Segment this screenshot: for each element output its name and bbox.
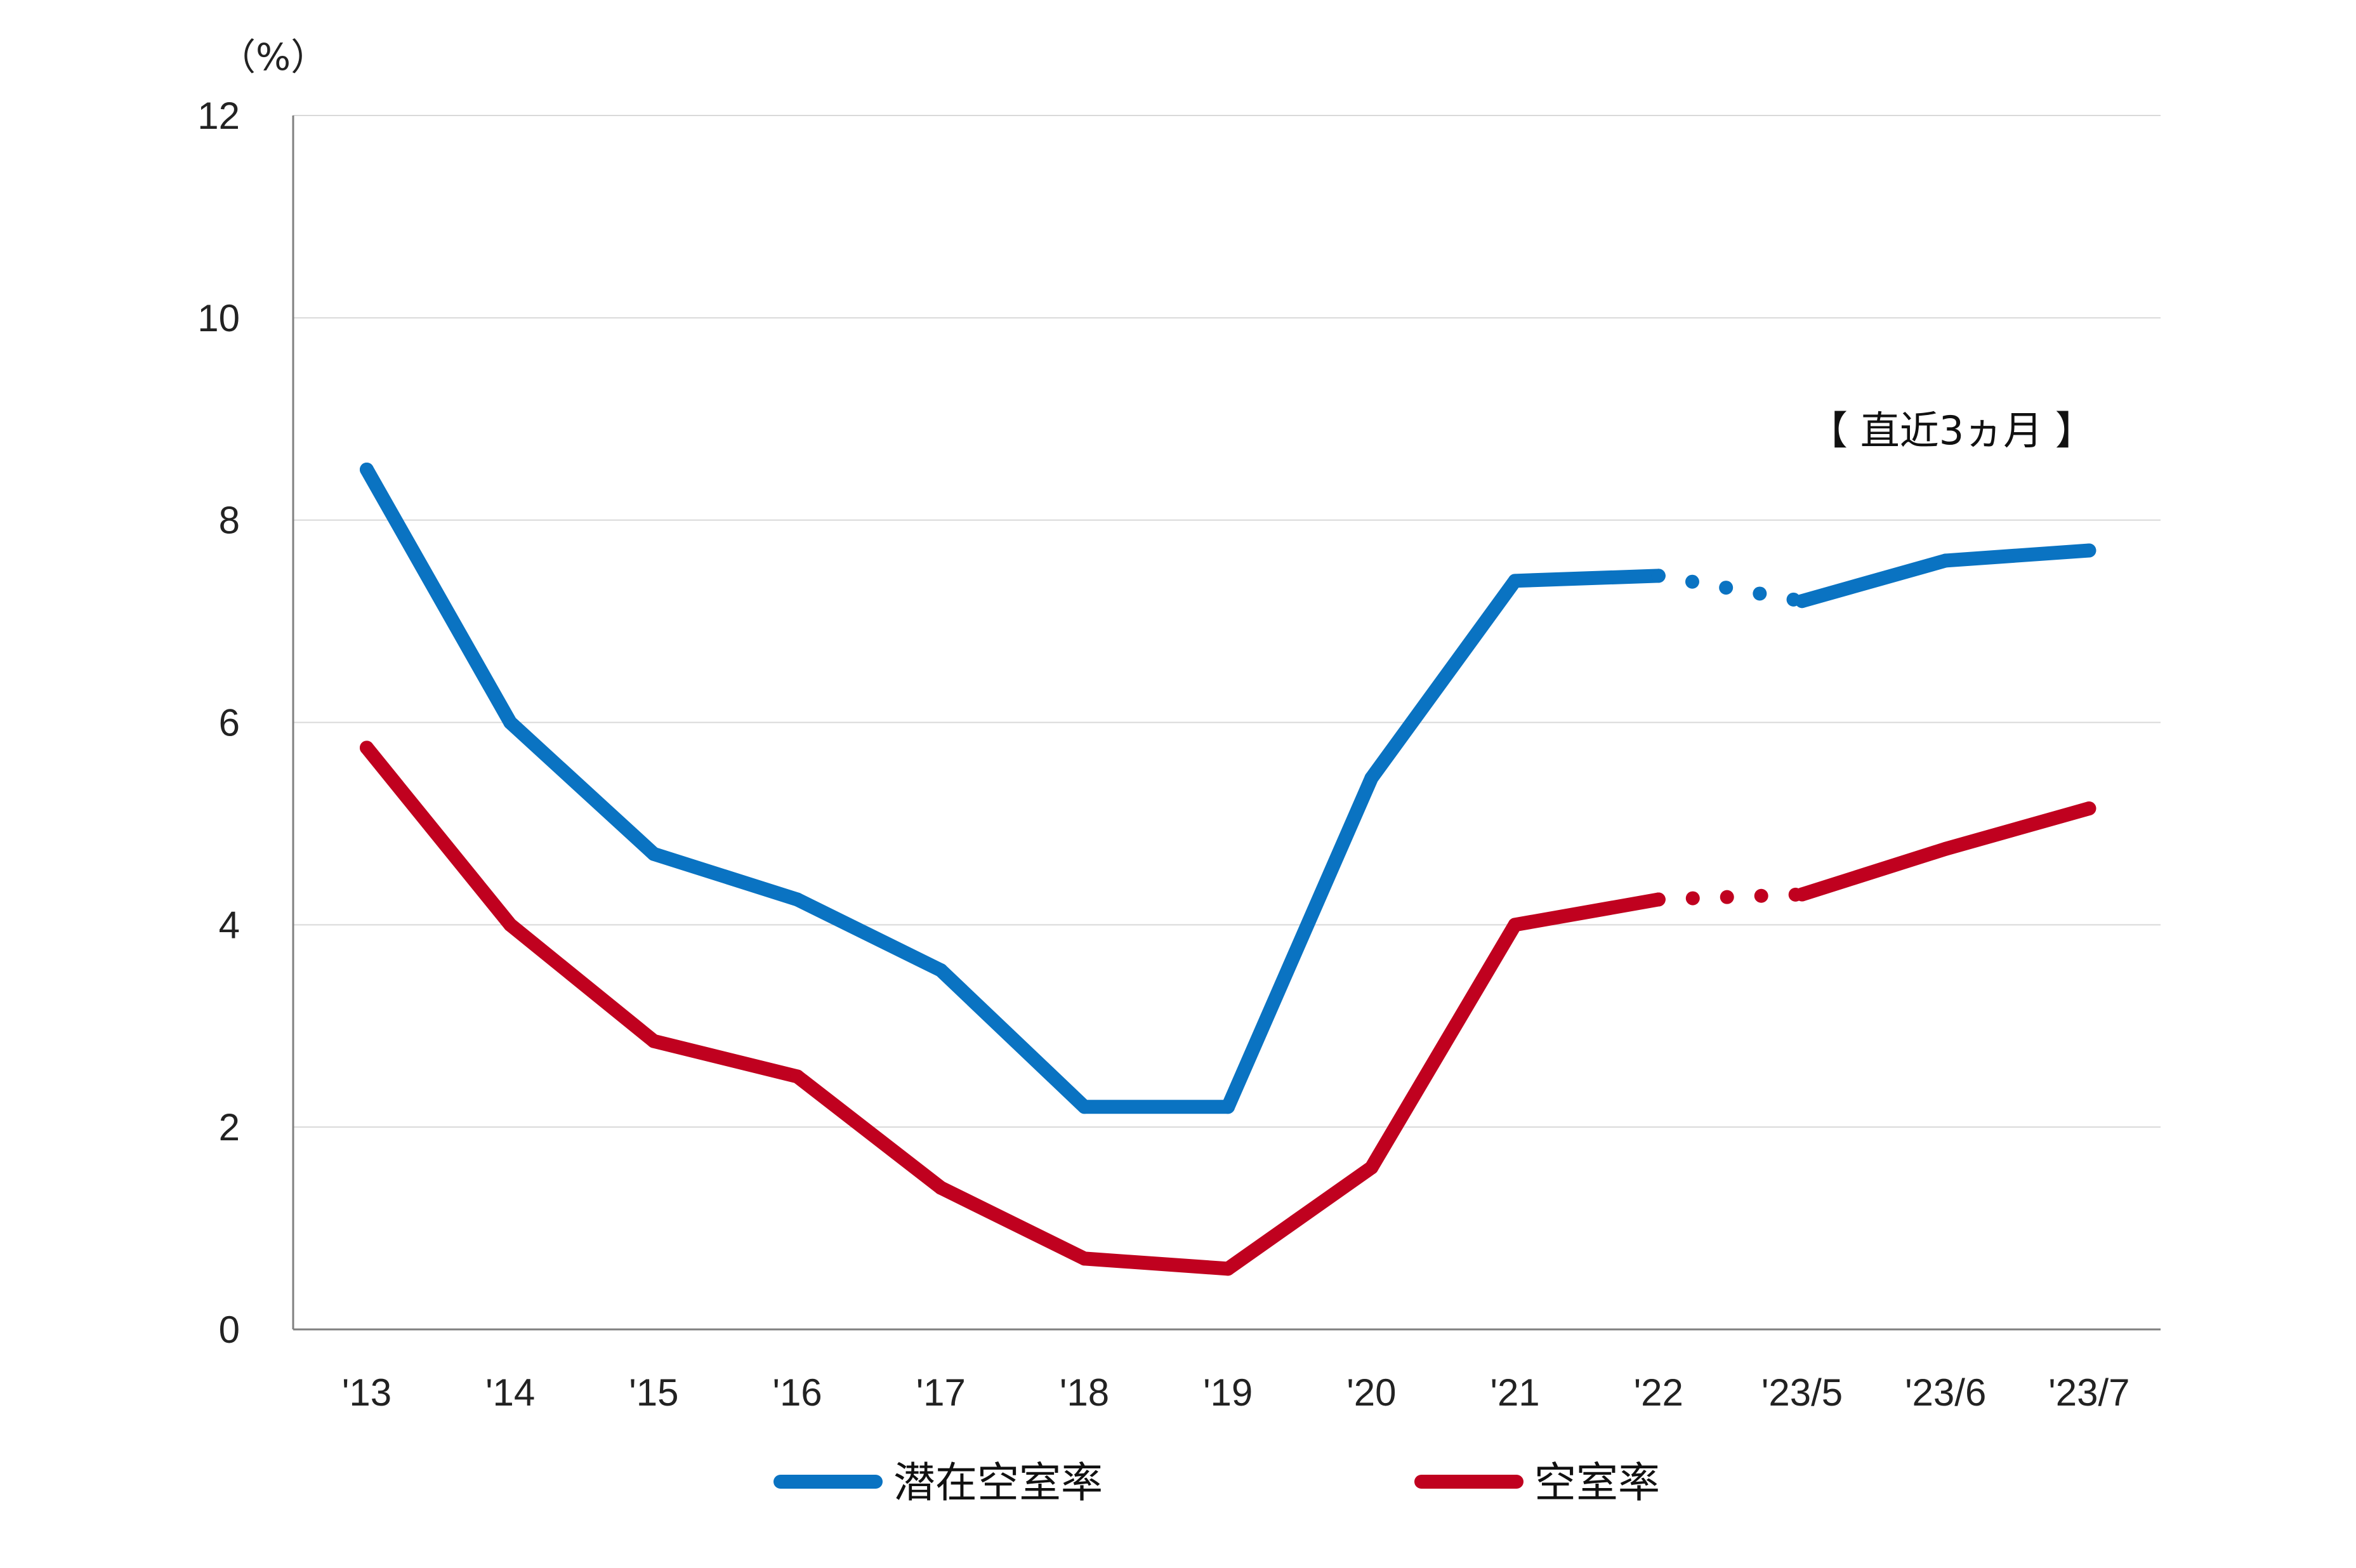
series-lines <box>360 462 2096 1276</box>
legend-label: 空室率 <box>1534 1458 1660 1507</box>
recent-months-annotation: 【 直近3ヵ月 】 <box>1808 407 2095 454</box>
series-line-dotted <box>1651 569 1809 609</box>
data-point <box>1508 918 1522 932</box>
data-point <box>360 741 374 755</box>
series-line-solid <box>360 462 1666 1114</box>
data-point <box>2082 801 2096 816</box>
x-tick-label: '21 <box>1490 1371 1539 1414</box>
x-tick-label: '15 <box>629 1371 678 1414</box>
x-tick-label: '14 <box>485 1371 535 1414</box>
legend: 潜在空室率 空室率 <box>773 1458 1660 1507</box>
legend-item-1: 潜在空室率 <box>773 1458 1103 1507</box>
data-point <box>1077 1100 1091 1114</box>
data-point <box>1651 892 1666 907</box>
y-tick-label: 4 <box>219 904 240 946</box>
y-tick-label: 6 <box>219 702 240 744</box>
x-tick-label: '22 <box>1634 1371 1683 1414</box>
y-tick-label: 2 <box>219 1106 240 1149</box>
data-point <box>933 963 948 978</box>
data-point <box>1221 1100 1235 1114</box>
data-point <box>1508 574 1522 588</box>
x-tick-labels: '13 '14 '15 '16 '17 '18 '19 '20 '21 '22 '23/5 '23/6… <box>342 1371 2130 1414</box>
data-point <box>503 918 518 932</box>
data-point <box>790 892 805 907</box>
y-unit-label: （%） <box>219 36 327 79</box>
data-point <box>1938 553 1953 568</box>
data-point <box>1077 1251 1091 1266</box>
data-point <box>1364 771 1379 786</box>
data-point <box>933 1180 948 1195</box>
data-point <box>1651 569 1666 583</box>
data-point <box>790 1069 805 1084</box>
data-point <box>2082 543 2096 558</box>
y-tick-labels: 0 2 4 6 8 10 12 <box>197 95 240 1351</box>
x-tick-label: '13 <box>342 1371 392 1414</box>
data-point <box>1795 887 1809 902</box>
data-point <box>1795 594 1809 609</box>
x-tick-label: '23/6 <box>1905 1371 1986 1414</box>
data-point <box>647 1034 661 1048</box>
data-point <box>1221 1262 1235 1276</box>
gridlines <box>293 115 2161 1128</box>
axes <box>292 115 2161 1331</box>
x-tick-label: '20 <box>1346 1371 1396 1414</box>
series-line-solid <box>360 741 1666 1276</box>
y-tick-label: 12 <box>197 95 240 137</box>
y-tick-label: 10 <box>197 297 240 339</box>
data-point <box>503 715 518 730</box>
data-point <box>647 847 661 861</box>
series-line-dotted <box>1651 887 1809 907</box>
y-tick-label: 0 <box>219 1308 240 1351</box>
data-point <box>1364 1160 1379 1175</box>
legend-item-2: 空室率 <box>1414 1458 1660 1507</box>
x-tick-label: '23/7 <box>2048 1371 2129 1414</box>
series-2 <box>360 741 2096 1276</box>
y-tick-label: 8 <box>219 499 240 542</box>
legend-label: 潜在空室率 <box>893 1458 1103 1507</box>
series-1 <box>360 462 2096 1114</box>
x-tick-label: '16 <box>772 1371 822 1414</box>
x-tick-label: '19 <box>1203 1371 1253 1414</box>
data-point <box>360 462 374 477</box>
data-point <box>1938 841 1953 856</box>
x-tick-label: '17 <box>916 1371 966 1414</box>
x-tick-label: '18 <box>1060 1371 1109 1414</box>
x-tick-label: '23/5 <box>1761 1371 1843 1414</box>
